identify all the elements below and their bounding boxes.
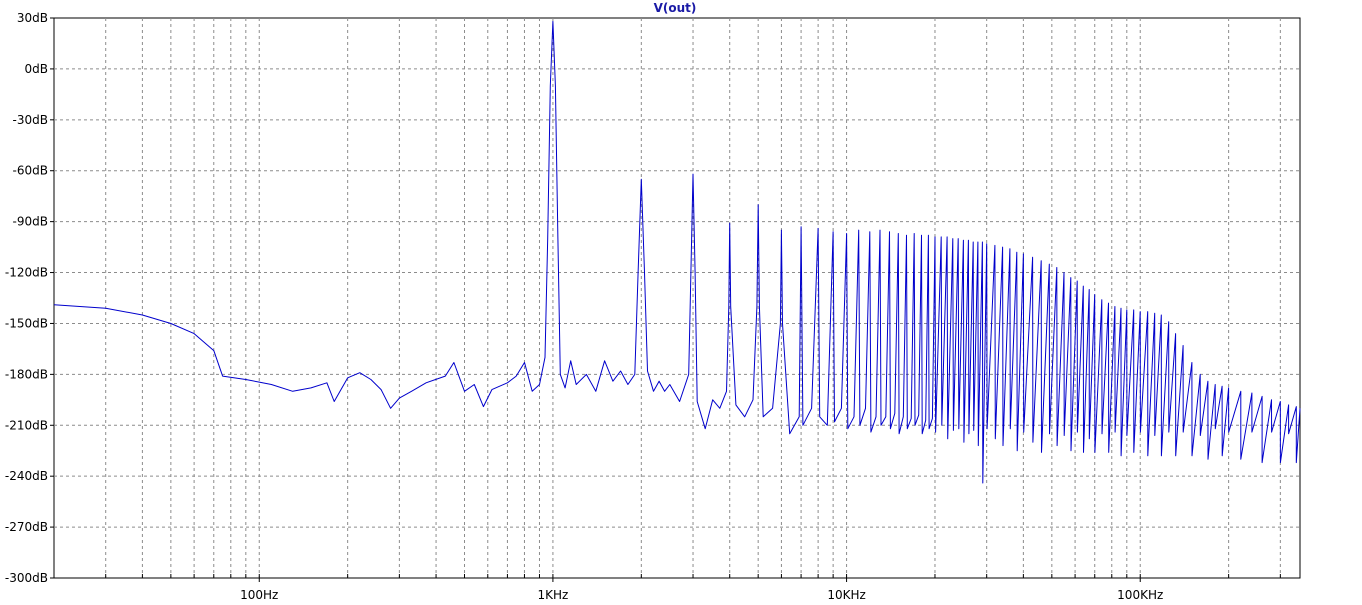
y-tick-label: 30dB — [17, 11, 48, 25]
chart-title: V(out) — [654, 1, 697, 15]
y-axis: 30dB 0dB -30dB -60dB -90dB -120dB -150dB -180dB… — [5, 11, 54, 585]
y-tick-label: -180dB — [5, 367, 48, 381]
x-tick-label: 1KHz — [538, 588, 569, 602]
y-tick-label: -300dB — [5, 571, 48, 585]
y-tick-label: -210dB — [5, 418, 48, 432]
y-tick-label: 0dB — [25, 62, 48, 76]
y-tick-label: -240dB — [5, 469, 48, 483]
y-tick-label: -90dB — [13, 215, 48, 229]
series-line-vout — [53, 20, 1301, 484]
grid-lines — [54, 18, 1300, 578]
x-axis: 100Hz 1KHz 10KHz 100KHz — [105, 574, 1281, 602]
x-tick-label: 100KHz — [1117, 588, 1163, 602]
y-tick-label: -60dB — [13, 164, 48, 178]
plot-area — [53, 17, 1301, 579]
series-group — [53, 20, 1301, 484]
y-tick-label: -270dB — [5, 520, 48, 534]
y-tick-label: -30dB — [13, 113, 48, 127]
y-tick-label: -150dB — [5, 316, 48, 330]
y-tick-label: -120dB — [5, 266, 48, 280]
x-tick-label: 10KHz — [827, 588, 865, 602]
x-tick-label: 100Hz — [240, 588, 278, 602]
